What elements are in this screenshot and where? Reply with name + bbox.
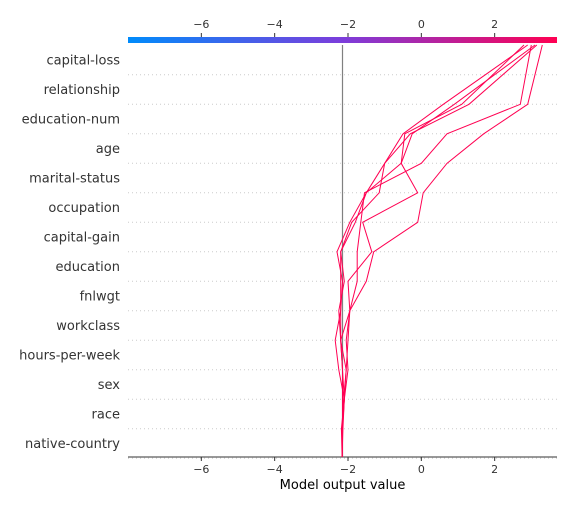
bottom-tick-label: −2 [340,463,356,476]
bottom-tick-label: 2 [491,463,498,476]
colorbar: −6 −4 −2 0 2 [128,18,557,43]
feature-label: sex [98,378,121,393]
decision-lines [334,44,543,458]
top-tick-label: −6 [193,18,209,31]
feature-label: hours-per-week [19,349,120,364]
decision-line [340,44,525,458]
feature-label: race [92,408,120,423]
decision-line [334,44,528,458]
colorbar-gradient [128,37,557,43]
feature-label: capital-loss [47,54,121,69]
bottom-tick-label: −6 [193,463,209,476]
x-axis: −6 −4 −2 0 2 [128,456,557,476]
bottom-tick-label: −4 [267,463,283,476]
feature-label: occupation [48,201,120,216]
top-tick-label: −2 [340,18,356,31]
feature-label: education [55,260,120,275]
feature-label: native-country [25,437,120,452]
bottom-tick-label: 0 [418,463,425,476]
feature-label: fnlwgt [80,290,120,305]
decision-line [341,44,543,457]
feature-label: capital-gain [44,231,120,246]
decision-line [341,44,536,457]
top-tick-label: 0 [418,18,425,31]
feature-labels: capital-loss relationship education-num age… [19,54,120,453]
top-tick-label: 2 [491,18,498,31]
x-axis-title: Model output value [280,478,406,493]
decision-line [340,44,532,458]
feature-label: education-num [22,113,120,128]
feature-label: workclass [56,319,120,334]
feature-label: marital-status [29,172,120,187]
decision-line [338,44,538,458]
top-tick-label: −4 [267,18,283,31]
feature-label: relationship [44,83,120,98]
feature-label: age [96,142,120,157]
